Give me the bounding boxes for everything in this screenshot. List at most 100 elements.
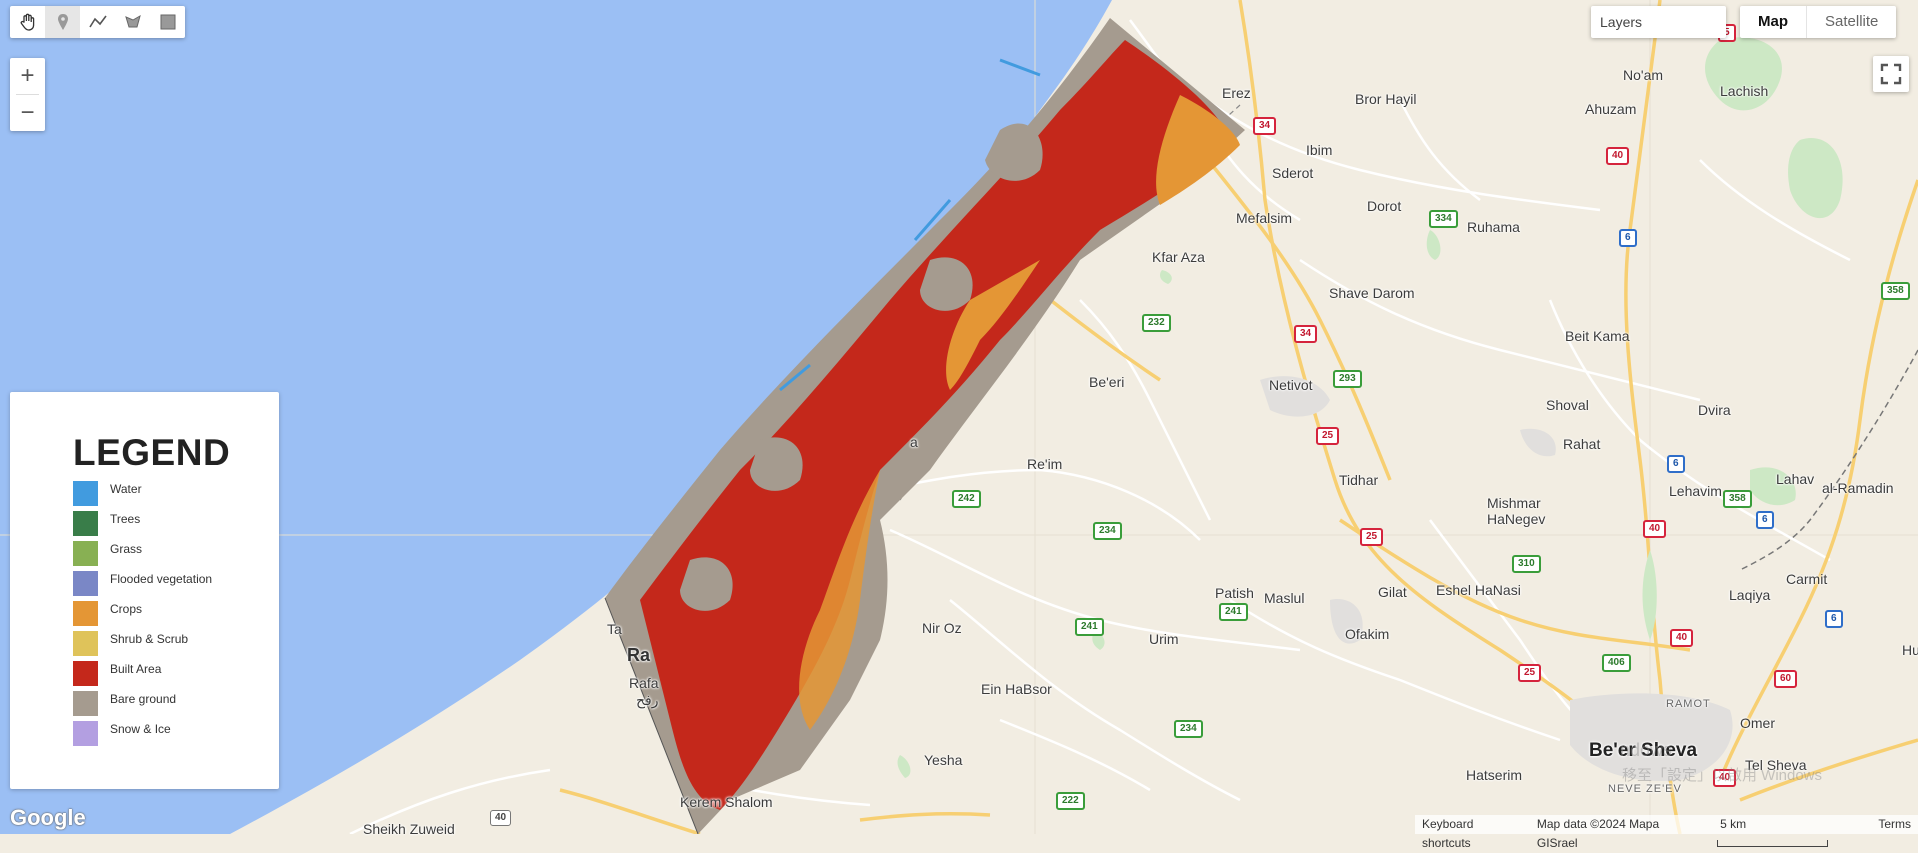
scale-control[interactable]: 5 km xyxy=(1706,815,1871,848)
route-shield: 25 xyxy=(1316,427,1340,445)
route-shield: 40 xyxy=(1670,629,1694,647)
place-label-district: RAMOT xyxy=(1666,698,1711,710)
route-shield: 334 xyxy=(1429,210,1458,228)
place-label: Sheikh Zuweid xyxy=(363,821,455,837)
place-label-city: Be'er Sheva xyxy=(1589,740,1698,761)
windows-activation-watermark-sub: 移至「設定」以啟用 Windows xyxy=(1622,767,1823,784)
place-label: Urim xyxy=(1149,631,1179,647)
place-label: Ahuzam xyxy=(1585,101,1637,117)
place-label: Dvira xyxy=(1698,402,1731,418)
marker-icon[interactable] xyxy=(45,6,80,38)
place-label: Shoval xyxy=(1546,397,1589,413)
place-label: Mefalsim xyxy=(1236,210,1293,226)
scale-label: 5 km xyxy=(1720,817,1747,831)
place-label: Hu xyxy=(1902,642,1918,658)
place-label: Ta xyxy=(607,621,622,637)
polyline-icon[interactable] xyxy=(80,6,115,38)
route-shield: 6 xyxy=(1619,229,1637,247)
place-label: Laqiya xyxy=(1729,587,1771,603)
route-shield: 241 xyxy=(1075,618,1104,636)
legend-label: Water xyxy=(110,482,142,496)
route-shield: 60 xyxy=(1774,670,1798,688)
place-label: Rafa xyxy=(629,675,659,691)
place-label: Bror Hayil xyxy=(1355,91,1417,107)
map-footer: Keyboard shortcuts Map data ©2024 Mapa G… xyxy=(1415,815,1918,850)
place-label: Kfar Aza xyxy=(1152,249,1205,265)
zoom-divider xyxy=(16,94,39,95)
route-shield: 234 xyxy=(1174,720,1203,738)
legend-label: Snow & Ice xyxy=(110,722,171,736)
hand-icon[interactable] xyxy=(10,6,45,38)
place-label: Be'eri xyxy=(1089,374,1125,390)
route-shield: 242 xyxy=(952,490,981,508)
place-label: Erez xyxy=(1222,85,1251,101)
legend-item-grass: Grass xyxy=(73,541,142,567)
place-label: Ibim xyxy=(1306,142,1333,158)
route-shield: 310 xyxy=(1512,555,1541,573)
zoom-control: + − xyxy=(10,58,45,131)
legend-swatch xyxy=(73,481,98,506)
fullscreen-icon xyxy=(1880,63,1902,85)
place-label: Ra xyxy=(627,645,651,665)
legend-item-trees: Trees xyxy=(73,511,140,537)
terms-link[interactable]: Terms xyxy=(1878,817,1911,831)
place-label: Ein HaBsor xyxy=(981,681,1052,697)
legend-swatch xyxy=(73,541,98,566)
drawing-toolbar xyxy=(10,6,185,38)
zoom-in-button[interactable]: + xyxy=(20,62,35,89)
legend-title: LEGEND xyxy=(73,432,231,473)
windows-activation-watermark: ndows xyxy=(1620,740,1673,760)
place-label-district: NEVE ZE'EV xyxy=(1608,783,1682,795)
scale-bar xyxy=(1717,840,1829,848)
route-shield: 25 xyxy=(1360,528,1384,546)
route-shield: 40 xyxy=(1643,520,1667,538)
place-label: Sderot xyxy=(1272,165,1314,181)
legend-item-bare-ground: Bare ground xyxy=(73,691,176,717)
route-shield: 232 xyxy=(1142,314,1171,332)
rectangle-icon[interactable] xyxy=(150,6,185,38)
polygon-icon[interactable] xyxy=(115,6,150,38)
place-label: رفح xyxy=(636,692,659,708)
place-label: Lahav xyxy=(1776,471,1815,487)
route-shield: 6 xyxy=(1825,610,1843,628)
place-label: Re'im xyxy=(1027,456,1063,472)
place-label: Patish xyxy=(1215,585,1254,601)
place-label: Ofakim xyxy=(1345,626,1390,642)
legend-label: Grass xyxy=(110,542,143,556)
map-type-divider xyxy=(1806,6,1807,38)
route-shield: 34 xyxy=(1253,117,1277,135)
legend-swatch xyxy=(73,631,98,656)
place-label: Shave Darom xyxy=(1329,285,1415,301)
legend-swatch xyxy=(73,721,98,746)
route-shield: 234 xyxy=(1093,522,1122,540)
place-label: Mishmar HaNegev xyxy=(1487,495,1546,527)
place-label: Kerem Shalom xyxy=(680,794,773,810)
legend-label: Crops xyxy=(110,602,143,616)
place-label: Rahat xyxy=(1563,436,1601,452)
place-label: Maslul xyxy=(1264,590,1305,606)
route-shield: 241 xyxy=(1219,603,1248,621)
route-shield: 40 xyxy=(1713,769,1737,787)
google-logo[interactable]: Google xyxy=(10,805,86,830)
place-label: Gilat xyxy=(1378,584,1407,600)
legend-label: Built Area xyxy=(110,662,162,676)
place-label: Ruhama xyxy=(1467,219,1520,235)
route-shield: 25 xyxy=(1518,664,1542,682)
keyboard-shortcuts-link[interactable]: Keyboard shortcuts xyxy=(1422,817,1474,850)
route-shield: 6 xyxy=(1756,511,1774,529)
place-label: Hatserim xyxy=(1466,767,1523,783)
route-shield: 406 xyxy=(1602,654,1631,672)
layers-button[interactable]: Layers xyxy=(1591,6,1726,38)
place-label: Netivot xyxy=(1269,377,1313,393)
legend-item-flooded-vegetation: Flooded vegetation xyxy=(73,571,212,597)
zoom-out-button[interactable]: − xyxy=(20,99,35,126)
map-type-satellite-button[interactable]: Satellite xyxy=(1825,13,1879,30)
map-type-map-button[interactable]: Map xyxy=(1758,13,1788,30)
place-label: al-Ramadin xyxy=(1822,480,1894,496)
legend-swatch xyxy=(73,661,98,686)
legend-swatch xyxy=(73,691,98,716)
place-label: Dorot xyxy=(1367,198,1402,214)
legend-item-water: Water xyxy=(73,481,142,507)
fullscreen-button[interactable] xyxy=(1873,56,1909,92)
